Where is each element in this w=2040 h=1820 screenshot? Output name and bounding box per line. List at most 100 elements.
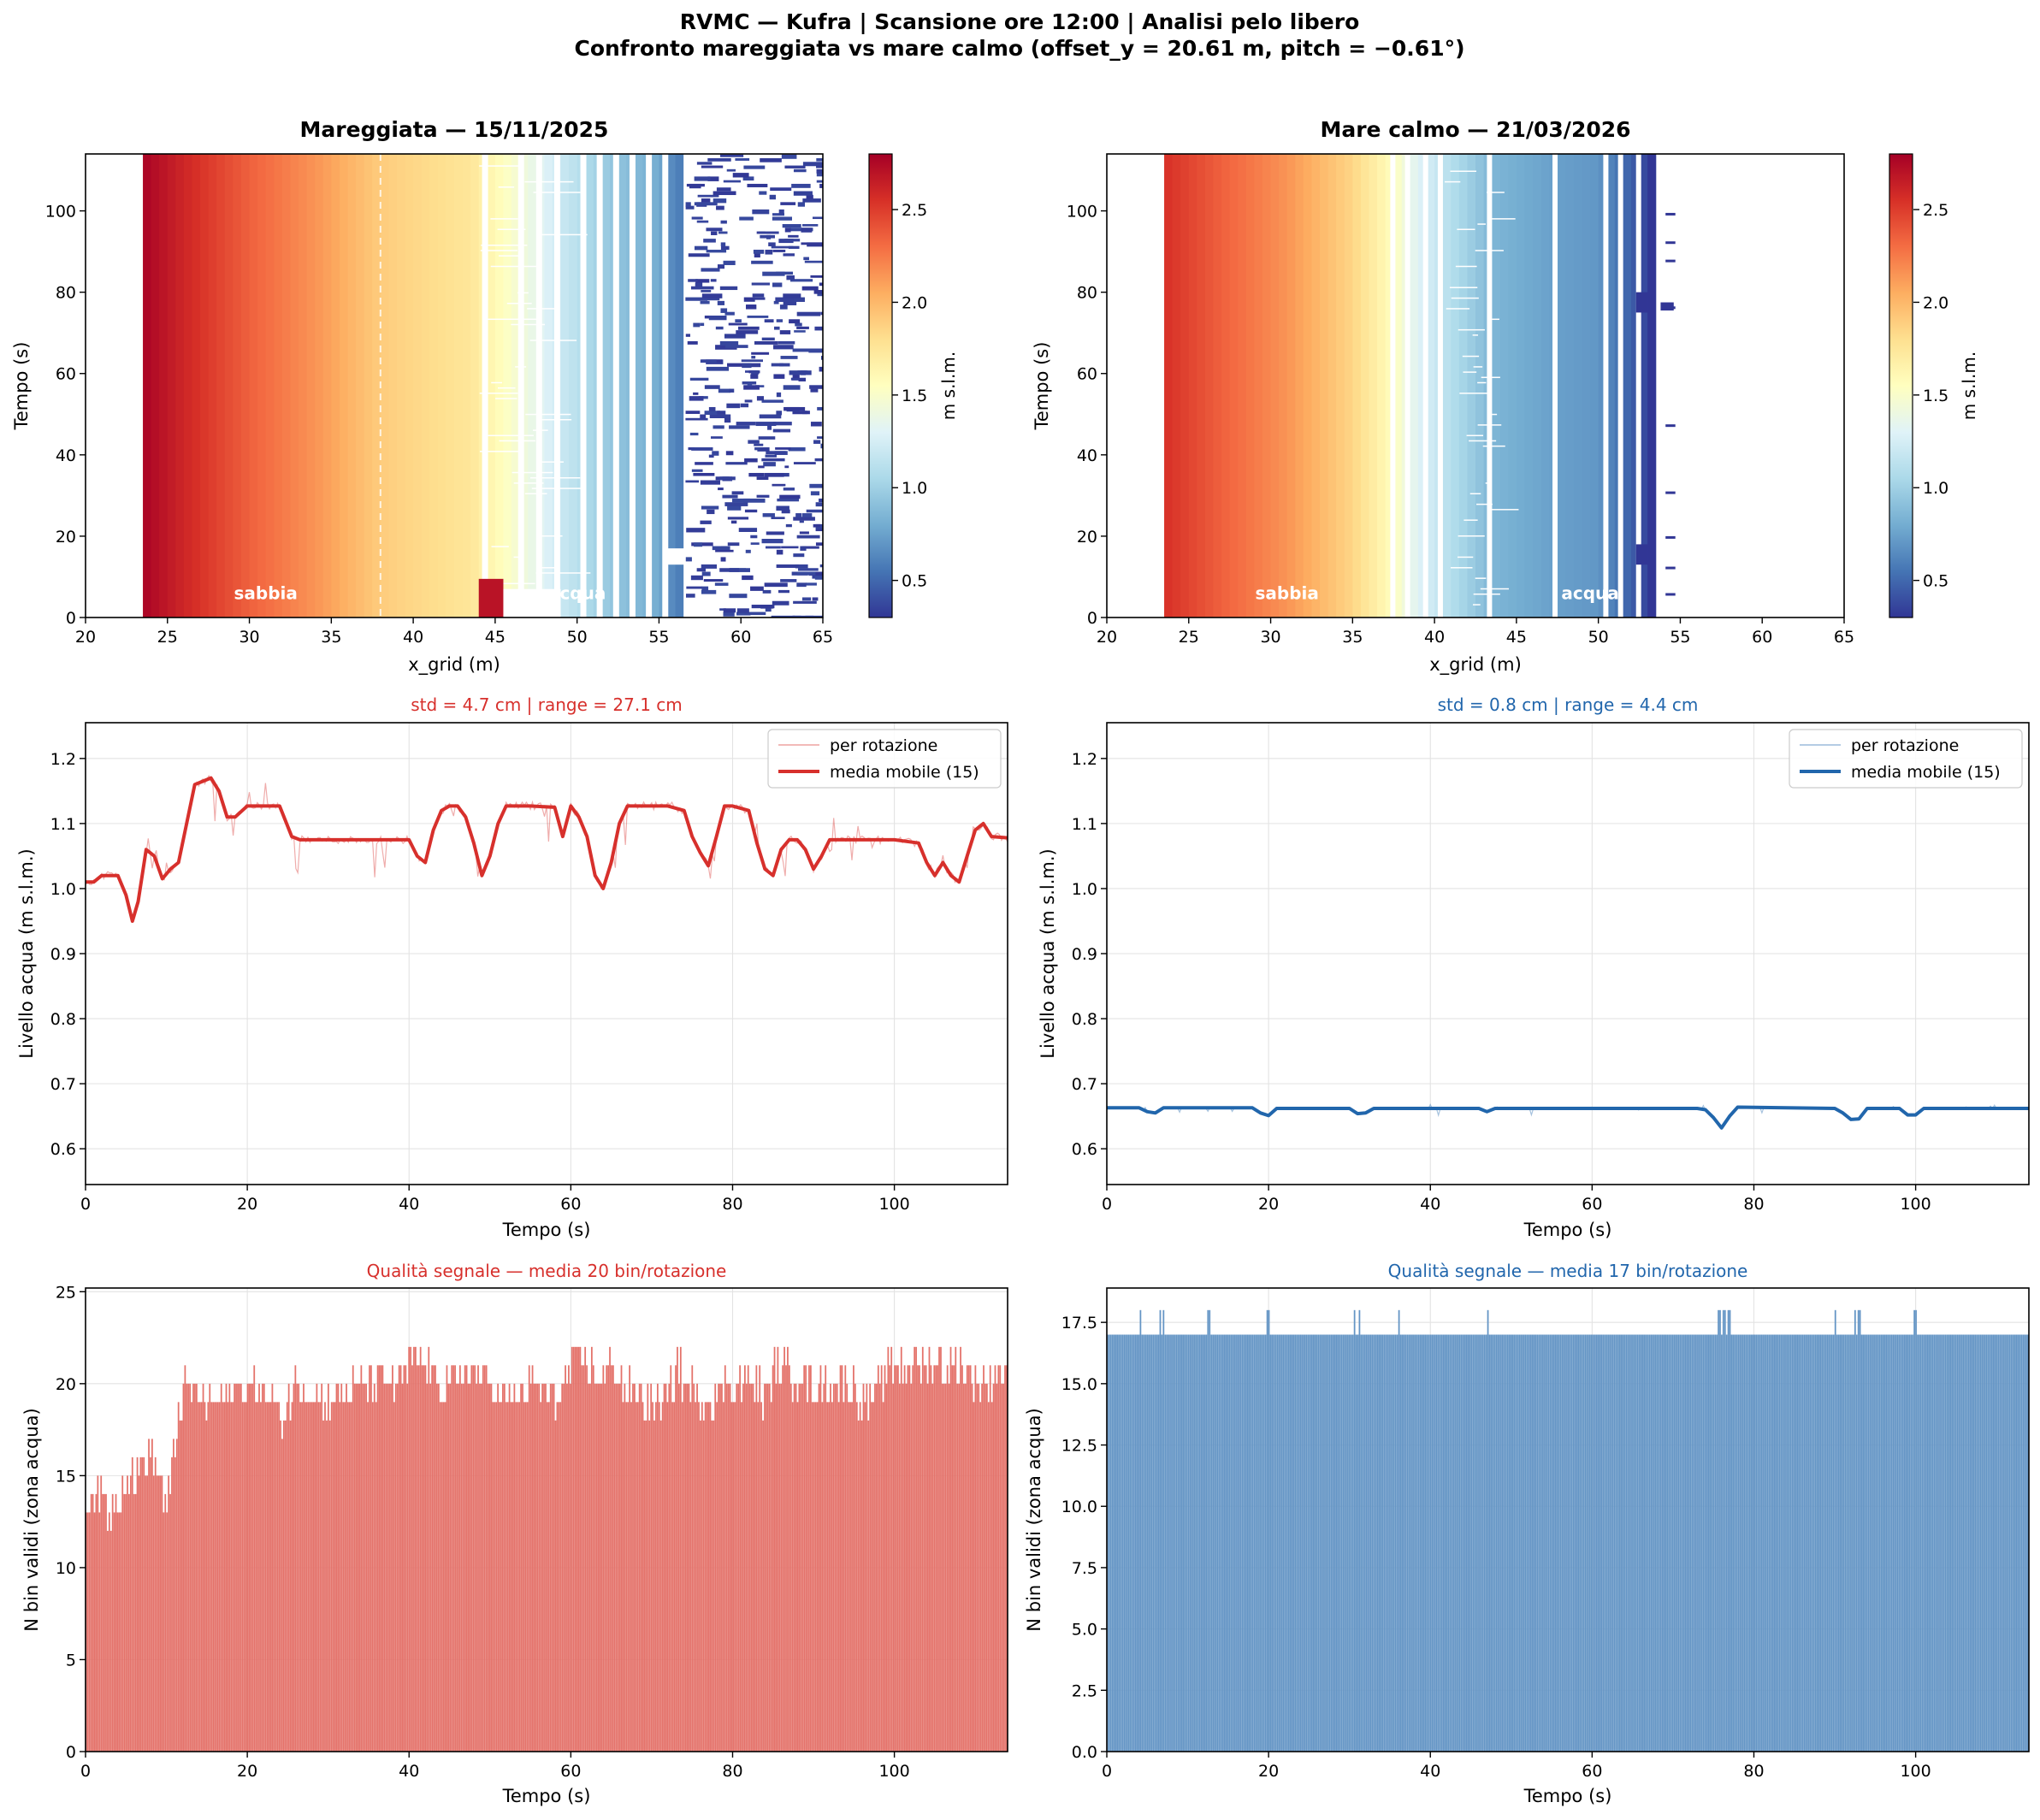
- quality-bar: [1796, 1334, 1799, 1752]
- quality-bar: [1456, 1334, 1458, 1752]
- quality-bar: [1108, 1334, 1110, 1752]
- quality-bar: [1518, 1334, 1521, 1752]
- quality-bar: [595, 1383, 598, 1752]
- heatmap-calm-ylabel: Tempo (s): [1032, 342, 1052, 431]
- quality-bar: [339, 1402, 341, 1752]
- quality-bar: [1670, 1334, 1672, 1752]
- heatmap-column: [544, 154, 553, 618]
- heatmap-return: [685, 205, 695, 210]
- heatmap-dropout: [1485, 482, 1492, 484]
- quality-bar: [1921, 1334, 1924, 1752]
- quality-bar: [1877, 1334, 1879, 1752]
- quality-bar: [347, 1402, 349, 1752]
- quality-bar: [465, 1365, 468, 1752]
- heatmap-column: [634, 154, 643, 618]
- quality-bar: [1392, 1334, 1393, 1752]
- heatmap-column: [470, 154, 480, 618]
- heatmap-return: [771, 363, 783, 367]
- quality-bar: [175, 1439, 178, 1752]
- quality-bar: [1164, 1334, 1167, 1752]
- heatmap-return: [701, 564, 718, 569]
- heatmap-return: [720, 308, 728, 313]
- quality-bar: [154, 1457, 157, 1752]
- quality-bar: [1866, 1334, 1868, 1752]
- quality-bar: [1475, 1334, 1477, 1752]
- quality-bar: [1613, 1334, 1616, 1752]
- quality-bar: [257, 1402, 258, 1752]
- quality-bar: [592, 1365, 594, 1752]
- quality-bar: [245, 1402, 247, 1752]
- heatmap-column: [1320, 154, 1329, 618]
- y-tick-label: 20: [1077, 528, 1097, 547]
- quality-bar: [1753, 1334, 1756, 1752]
- quality-bar: [464, 1365, 466, 1752]
- quality-bar: [579, 1346, 582, 1752]
- x-tick-label: 60: [730, 628, 751, 647]
- quality-bar: [1759, 1334, 1761, 1752]
- quality-bar: [1533, 1334, 1535, 1752]
- level-calm-moving-avg-line: [1107, 1105, 2029, 1130]
- quality-bar: [604, 1383, 606, 1752]
- quality-bar: [1869, 1334, 1871, 1752]
- heatmap-dropout: [1458, 535, 1485, 537]
- quality-bar: [594, 1383, 596, 1752]
- quality-bar: [541, 1383, 543, 1752]
- x-tick-label: 80: [1743, 1195, 1764, 1214]
- y-tick-label: 1.0: [1072, 880, 1097, 899]
- heatmap-column: [405, 154, 414, 618]
- quality-bar: [1143, 1334, 1145, 1752]
- quality-bar: [656, 1383, 659, 1752]
- heatmap-dropout: [1469, 440, 1497, 442]
- quality-bar: [125, 1493, 127, 1752]
- heatmap-return: [817, 436, 823, 439]
- quality-bar: [745, 1383, 748, 1752]
- quality-bar: [1454, 1334, 1456, 1752]
- quality-bar: [502, 1383, 504, 1752]
- quality-bar: [1622, 1334, 1624, 1752]
- quality-bar: [1274, 1334, 1277, 1752]
- quality-bar: [1696, 1334, 1698, 1752]
- heatmap-column: [421, 154, 430, 618]
- quality-bar: [538, 1383, 541, 1752]
- quality-bar: [1803, 1334, 1806, 1752]
- quality-bar: [1853, 1334, 1854, 1752]
- heatmap-return: [754, 443, 764, 446]
- quality-bar: [572, 1346, 575, 1752]
- quality-bar: [1150, 1334, 1151, 1752]
- heatmap-calm-x-ticks: 20 25 30 35 40 45 50 55 60 65: [1097, 618, 1854, 647]
- quality-bar: [1828, 1334, 1830, 1752]
- quality-bar: [1220, 1334, 1222, 1752]
- heatmap-return: [798, 568, 819, 571]
- quality-bar: [831, 1402, 833, 1752]
- heatmap-column: [1164, 154, 1174, 618]
- x-tick-label: 65: [1834, 628, 1854, 647]
- heatmap-return: [691, 447, 713, 451]
- quality-bar: [1905, 1334, 1907, 1752]
- heatmap-return: [1665, 593, 1676, 596]
- quality-bar: [283, 1420, 285, 1752]
- heatmap-return: [773, 374, 785, 379]
- quality-bar: [963, 1383, 965, 1752]
- y-tick-label: 80: [56, 284, 76, 303]
- quality-bar: [976, 1383, 979, 1752]
- x-tick-label: 30: [239, 628, 259, 647]
- quality-bar: [1332, 1334, 1334, 1752]
- quality-bar: [1627, 1334, 1629, 1752]
- quality-bar: [1369, 1334, 1370, 1752]
- quality-bar: [709, 1402, 712, 1752]
- heatmap-annotation: acqua: [548, 582, 606, 603]
- quality-bar: [1694, 1334, 1696, 1752]
- quality-bar: [1179, 1334, 1181, 1752]
- colorbar-tick-label: 0.5: [1923, 572, 1948, 591]
- heatmap-gap: [1404, 154, 1410, 618]
- quality-bar: [1743, 1334, 1746, 1752]
- quality-bar: [1760, 1334, 1762, 1752]
- quality-bar: [985, 1383, 988, 1752]
- quality-bar: [1576, 1334, 1578, 1752]
- heatmap-return: [793, 517, 815, 521]
- quality-bar: [243, 1402, 245, 1752]
- quality-bar: [1162, 1309, 1165, 1752]
- quality-bar: [86, 1512, 89, 1752]
- quality-bar: [684, 1383, 687, 1752]
